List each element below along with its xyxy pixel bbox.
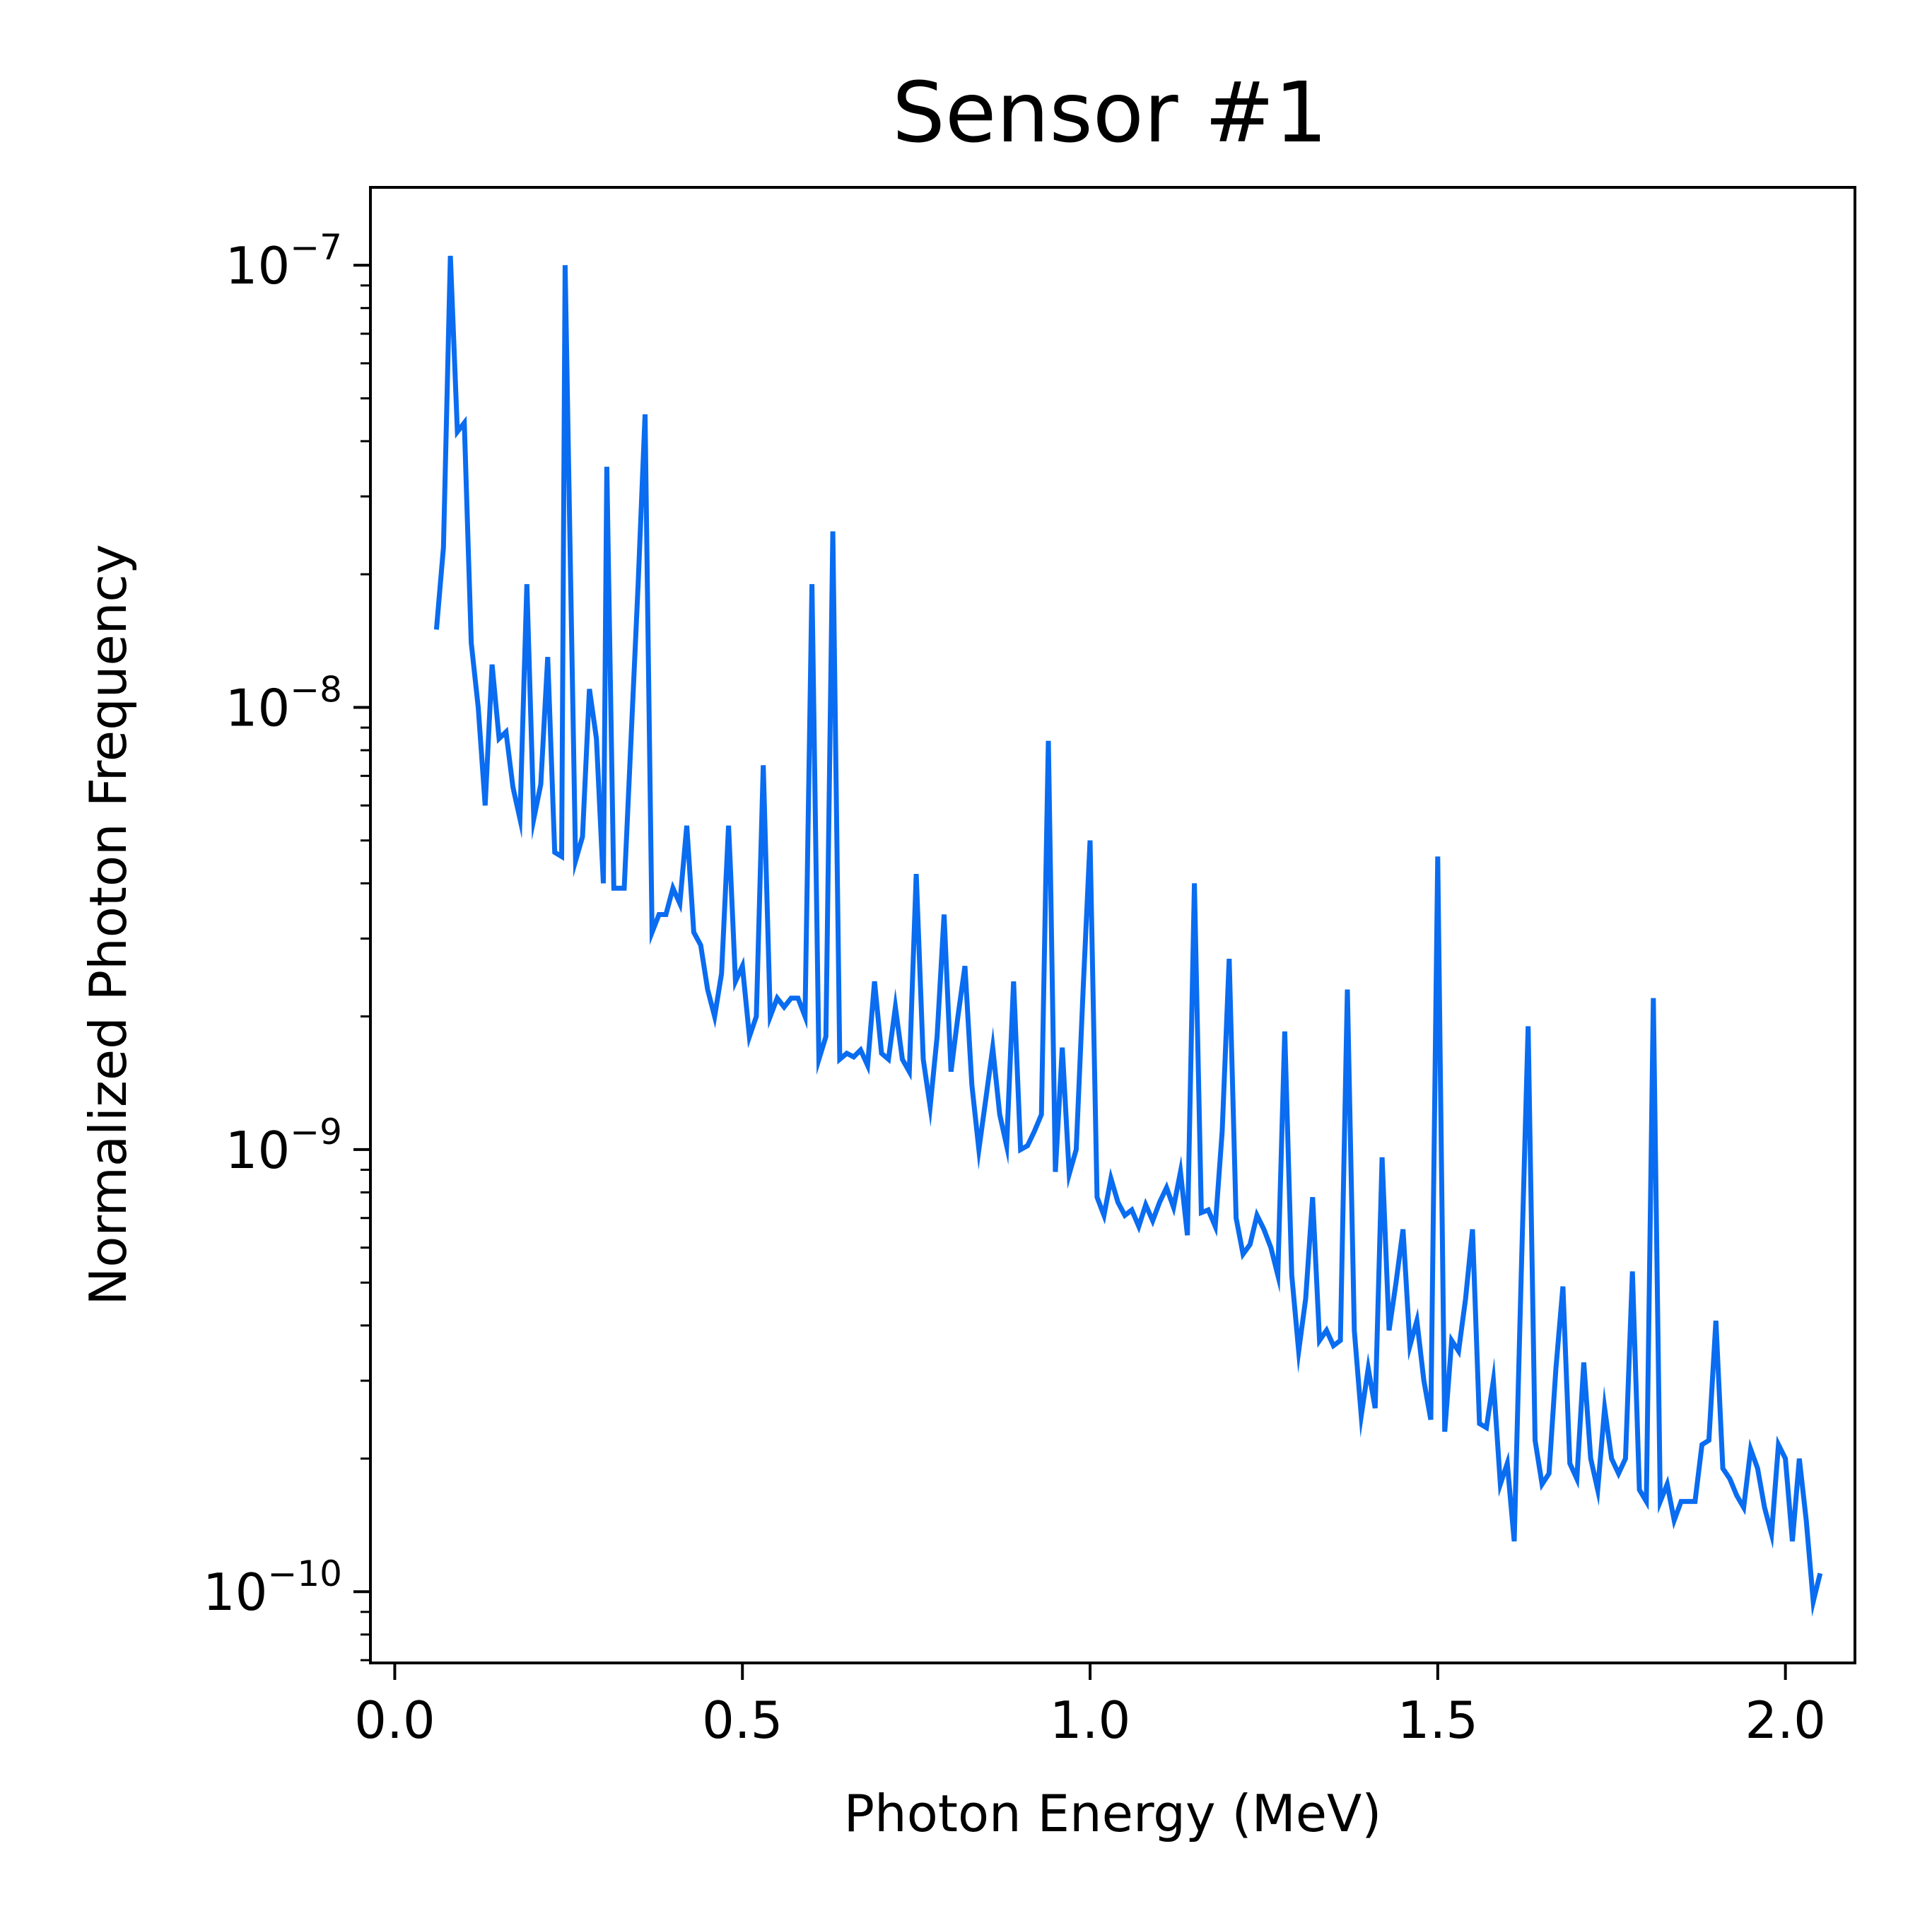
y-tick-label: 10−9 (226, 1111, 342, 1180)
series-line-0 (433, 255, 1823, 1617)
x-axis-label: Photon Energy (MeV) (844, 1784, 1382, 1843)
x-tick-label: 1.0 (1050, 1691, 1131, 1750)
plot-area (369, 186, 1856, 1664)
y-tick-label: 10−8 (226, 669, 342, 737)
y-tick-exponent: −8 (290, 669, 342, 710)
y-tick-exponent: −7 (290, 227, 342, 268)
x-axis: 0.0 0.5 1.0 1.5 2.0 (354, 1663, 1826, 1750)
x-tick-label: 2.0 (1745, 1691, 1826, 1750)
y-tick-base: 10 (226, 678, 291, 737)
y-tick-base: 10 (226, 1121, 291, 1180)
y-axis-label: Normalized Photon Frequency (78, 544, 138, 1305)
x-tick-label: 1.5 (1398, 1691, 1479, 1750)
line-layer (433, 255, 1823, 1617)
x-tick-label: 0.5 (702, 1691, 783, 1750)
chart-title: Sensor #1 (892, 64, 1328, 161)
y-tick-base: 10 (226, 236, 291, 296)
x-tick-label: 0.0 (354, 1691, 435, 1750)
y-tick-label: 10−7 (226, 227, 342, 296)
y-axis: 10−710−810−910−10 (203, 227, 370, 1662)
y-tick-label: 10−10 (203, 1553, 342, 1622)
y-tick-exponent: −9 (290, 1111, 342, 1152)
y-tick-exponent: −10 (267, 1553, 342, 1594)
axes-frame (369, 186, 1856, 1664)
y-tick-base: 10 (203, 1563, 268, 1622)
